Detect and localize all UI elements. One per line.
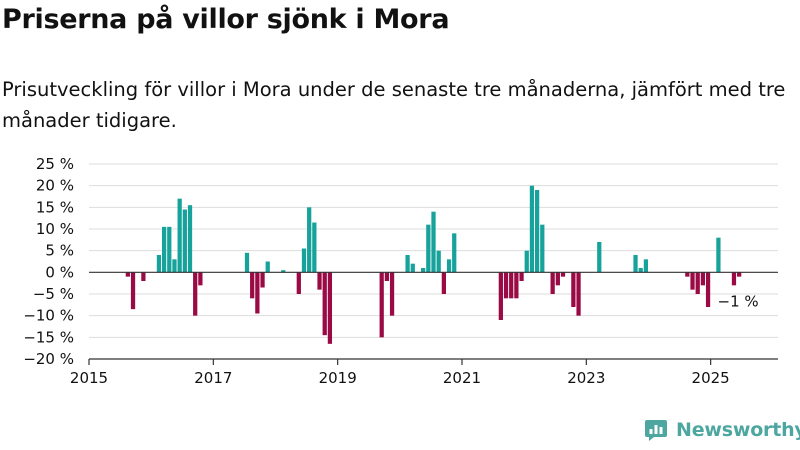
bar (405, 255, 410, 273)
bar (550, 272, 555, 294)
brand-logo: Newsworthy (644, 418, 800, 442)
bar (281, 270, 286, 273)
bar (182, 209, 187, 273)
bar (296, 272, 301, 294)
bar (571, 272, 576, 307)
bar (700, 272, 706, 286)
x-tick-label: 2023 (567, 369, 605, 387)
bar (519, 272, 524, 281)
bar (690, 272, 695, 290)
y-tick-label: 10 % (36, 220, 74, 238)
y-tick-label: −5 % (33, 285, 74, 303)
bar (244, 252, 250, 273)
bar (560, 272, 566, 277)
bar (555, 272, 560, 286)
x-tick-label: 2015 (70, 369, 108, 387)
bar (638, 268, 643, 273)
bar (498, 272, 503, 320)
y-tick-label: 0 % (45, 263, 74, 281)
bar (187, 205, 193, 273)
bar (705, 272, 711, 307)
y-tick-label: −20 % (23, 350, 74, 368)
bar (503, 272, 509, 299)
bar (716, 237, 721, 273)
chart-subtitle: Prisutveckling för villor i Mora under d… (2, 78, 786, 132)
bar (421, 268, 426, 273)
bar (141, 272, 146, 281)
bar (193, 272, 198, 316)
bar (384, 272, 389, 281)
bar (167, 226, 172, 273)
y-tick-label: −15 % (23, 328, 74, 346)
bar (633, 255, 638, 273)
bar (260, 272, 265, 288)
bar (431, 211, 436, 273)
bar (156, 255, 162, 273)
bar (452, 233, 457, 273)
bar (389, 272, 395, 316)
x-tick-label: 2019 (319, 369, 357, 387)
y-tick-label: 15 % (36, 198, 74, 216)
bar (446, 259, 452, 273)
bar (597, 242, 602, 273)
bar (695, 272, 700, 294)
bar (130, 272, 136, 310)
bar (161, 226, 167, 273)
newsworthy-logo-icon (645, 420, 667, 441)
bar-chart: 25 % 20 % 15 % 10 % 5 % 0 % −5 % −10 % −15 % −20 … (23, 155, 778, 387)
x-tick-label: 2025 (692, 369, 730, 387)
bar (177, 198, 182, 273)
y-tick-label: 20 % (36, 177, 74, 195)
bar (322, 272, 327, 336)
y-tick-label: −10 % (23, 307, 74, 325)
bar (509, 272, 514, 299)
y-tick-label: 25 % (36, 155, 74, 173)
bar (529, 185, 535, 273)
bar (737, 272, 742, 277)
latest-value-annotation: −1 % (718, 293, 759, 311)
y-tick-label: 5 % (45, 242, 74, 260)
bar (198, 272, 203, 286)
chart-title: Priserna på villor sjönk i Mora (2, 4, 450, 35)
bar (576, 272, 581, 316)
x-tick-label: 2017 (194, 369, 232, 387)
brand-name: Newsworthy (676, 419, 800, 441)
bar (125, 272, 130, 277)
bar (685, 272, 690, 277)
bar (312, 222, 317, 273)
bar (426, 224, 431, 273)
bar (436, 250, 441, 273)
bar (265, 261, 270, 273)
bar (307, 207, 312, 273)
bar (643, 259, 649, 273)
bar (514, 272, 519, 299)
x-tick-label: 2021 (443, 369, 481, 387)
bar (524, 250, 529, 273)
bar (731, 272, 737, 286)
tick-labels: 25 % 20 % 15 % 10 % 5 % 0 % −5 % −10 % −15 % −20 … (23, 155, 758, 387)
bar (327, 272, 333, 344)
bar (410, 263, 415, 273)
bar (441, 272, 446, 294)
bar (172, 259, 177, 273)
bar (534, 190, 540, 273)
bar (379, 272, 384, 338)
bars (125, 185, 742, 344)
bar (255, 272, 260, 314)
bar (540, 224, 545, 273)
axes (88, 271, 778, 365)
bar (317, 272, 322, 290)
bar (301, 248, 307, 273)
bar (250, 272, 255, 299)
